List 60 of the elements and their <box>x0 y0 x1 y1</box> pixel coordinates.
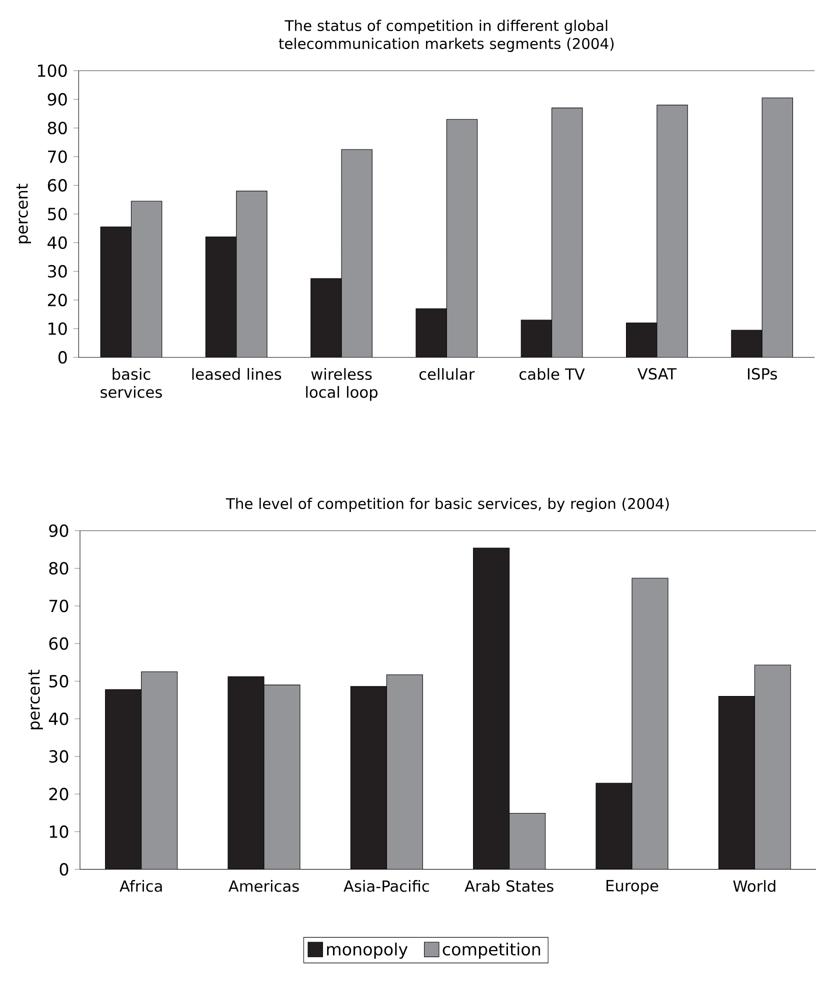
chart-title: The status of competition in different global telecommunication markets segments (2004) <box>278 20 614 52</box>
bar <box>228 676 264 870</box>
y-tick-label: 20 <box>48 294 67 306</box>
x-tick-label: cable TV <box>520 368 585 380</box>
x-tick-label: ISPs <box>748 368 777 380</box>
bar <box>731 330 762 358</box>
bar <box>656 105 688 358</box>
y-tick-label: 40 <box>48 712 68 726</box>
x-tick-label: leased lines <box>192 368 282 380</box>
bar <box>762 98 794 358</box>
bar <box>416 308 447 358</box>
x-tick-label: Africa <box>120 880 162 892</box>
y-tick-label: 90 <box>48 93 67 106</box>
x-tick-label: Americas <box>228 880 299 892</box>
y-tick-label: 20 <box>49 788 68 800</box>
bar <box>521 320 552 358</box>
bar <box>552 108 582 358</box>
x-tick-label: basic services <box>100 368 162 398</box>
x-tick-label: VSAT <box>637 368 677 380</box>
bar <box>342 150 372 358</box>
bar <box>310 278 342 358</box>
bar <box>100 226 132 358</box>
y-tick-label: 60 <box>49 637 68 650</box>
y-tick-label: 80 <box>48 122 67 134</box>
chart-title: The level of competition for basic services, by region (2004) <box>226 498 669 512</box>
x-tick-label: wireless local loop <box>306 368 378 401</box>
bar <box>236 191 268 358</box>
bar <box>446 119 478 358</box>
y-tick-label: 30 <box>48 265 67 278</box>
x-tick-label: cellular <box>419 368 475 380</box>
y-tick-label: 30 <box>49 750 68 763</box>
bar <box>131 201 162 358</box>
y-tick-label: 0 <box>58 351 67 364</box>
bar <box>105 689 142 870</box>
y-tick-label: 100 <box>38 64 67 77</box>
y-tick-label: 70 <box>48 150 67 163</box>
y-tick-label: 50 <box>48 208 67 220</box>
y-tick-label: 90 <box>49 524 68 537</box>
y-tick-label: 0 <box>60 863 68 876</box>
bar <box>626 322 657 358</box>
y-tick-label: 50 <box>49 674 68 688</box>
bar <box>473 548 510 870</box>
bar <box>206 236 236 358</box>
legend-label: monopoly <box>327 942 408 959</box>
y-tick-label: 80 <box>49 562 68 575</box>
bar <box>718 696 755 870</box>
x-tick-label: Asia-Pacific <box>344 880 429 892</box>
x-tick-label: Arab States <box>464 880 554 892</box>
y-tick-label: 10 <box>48 322 67 335</box>
y-tick-label: 70 <box>49 600 68 612</box>
y-tick-label: 10 <box>50 825 68 838</box>
legend-label: competition <box>442 942 540 959</box>
bar <box>596 783 632 870</box>
y-tick-label: 40 <box>48 236 67 249</box>
x-tick-label: World <box>733 880 776 892</box>
y-axis-title: percent <box>28 670 43 730</box>
x-tick-label: Europe <box>606 880 658 894</box>
bar <box>350 686 387 870</box>
y-tick-label: 60 <box>48 179 67 192</box>
y-axis-title: percent <box>16 184 31 244</box>
